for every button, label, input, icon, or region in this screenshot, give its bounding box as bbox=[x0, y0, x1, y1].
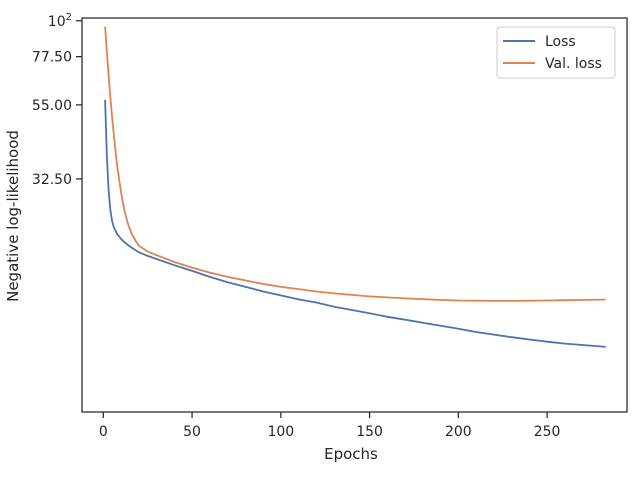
y-axis: 102 77.50 55.00 32.50 bbox=[32, 12, 82, 188]
y-tick-label: 77.50 bbox=[32, 50, 72, 66]
legend-box bbox=[496, 26, 616, 79]
x-tick-label: 0 bbox=[99, 424, 108, 440]
x-axis-label: Epochs bbox=[324, 445, 378, 463]
legend-label-0: Loss bbox=[545, 34, 576, 50]
plot-area bbox=[104, 26, 606, 348]
series-line-1 bbox=[104, 26, 606, 302]
legend-label-1: Val. loss bbox=[545, 56, 602, 72]
y-axis-label: Negative log-likelihood bbox=[4, 130, 22, 302]
x-axis: 0 50 100 150 200 250 bbox=[99, 412, 561, 440]
y-tick-label: 55.00 bbox=[32, 98, 72, 114]
plot-frame bbox=[81, 17, 628, 413]
y-tick-label: 32.50 bbox=[32, 172, 72, 188]
x-tick-label: 100 bbox=[267, 424, 294, 440]
series-line-0 bbox=[104, 99, 606, 348]
x-tick-label: 150 bbox=[356, 424, 383, 440]
x-tick-label: 50 bbox=[183, 424, 201, 440]
x-tick-label: 250 bbox=[534, 424, 561, 440]
x-tick-label: 200 bbox=[445, 424, 472, 440]
y-tick-label: 102 bbox=[48, 12, 72, 30]
legend: Loss Val. loss bbox=[496, 26, 616, 79]
